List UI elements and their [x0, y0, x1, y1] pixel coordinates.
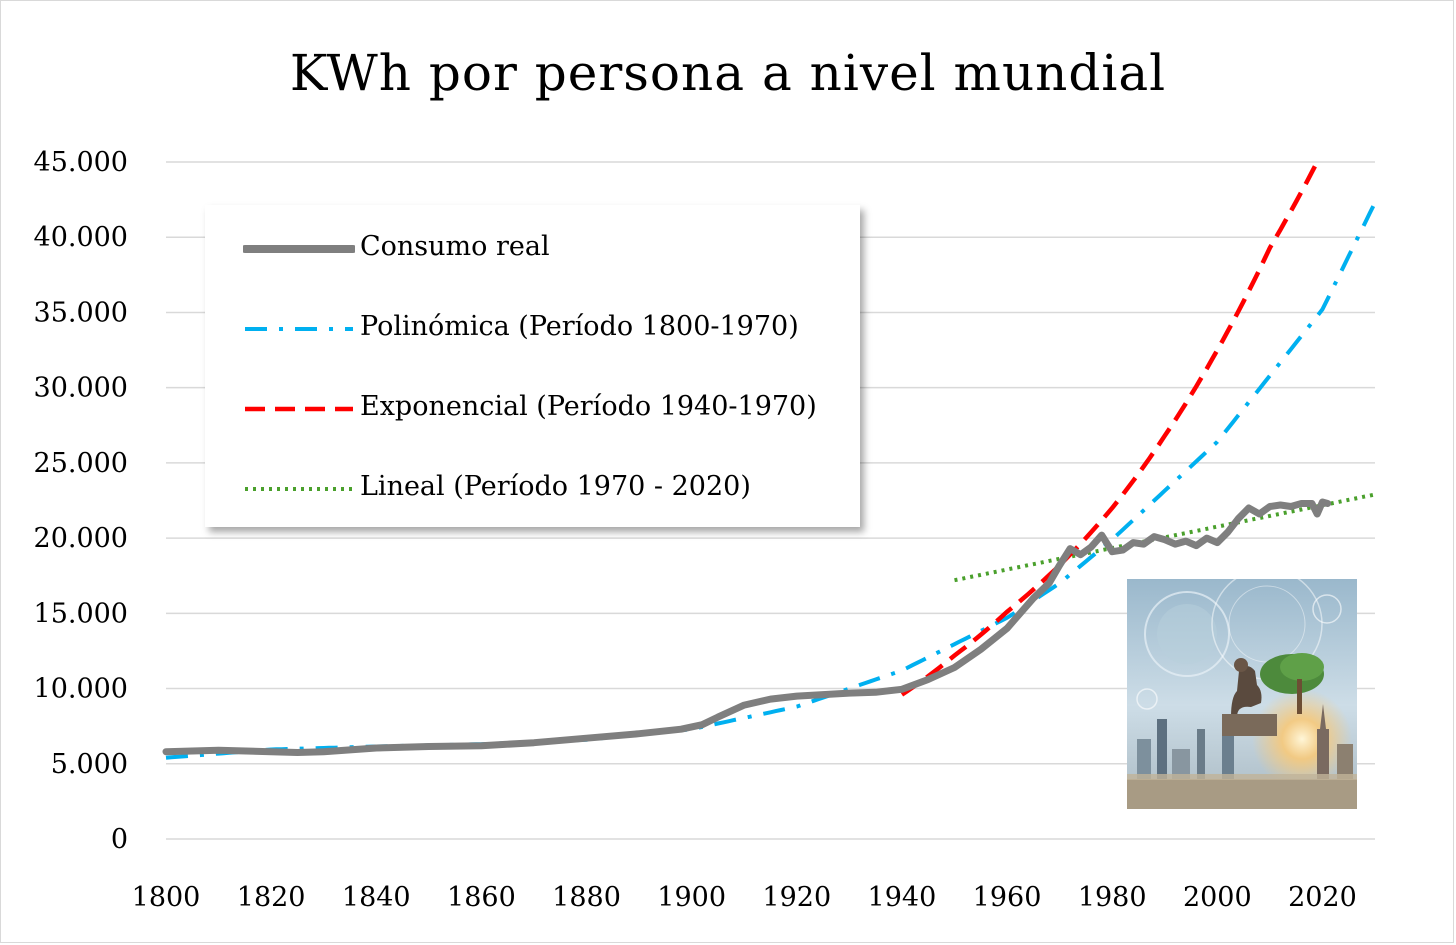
y-tick-label: 45.000 [34, 147, 128, 178]
x-tick-label: 1980 [1078, 882, 1147, 913]
y-tick-label: 0 [111, 824, 128, 855]
series-line-consumo-real [162, 498, 1332, 756]
legend-item-exponencial: Exponencial (Período 1940-1970) [205, 389, 860, 429]
x-tick-label: 1860 [447, 882, 516, 913]
legend: Consumo real Polinómica (Período 1800-19… [205, 205, 860, 527]
x-tick-label: 1920 [762, 882, 831, 913]
legend-item-polinomica: Polinómica (Período 1800-1970) [205, 309, 860, 349]
legend-label: Lineal (Período 1970 - 2020) [360, 471, 751, 502]
legend-label: Exponencial (Período 1940-1970) [360, 391, 817, 422]
legend-swatch-dash-dot [245, 327, 353, 331]
y-tick-label: 5.000 [51, 749, 128, 780]
y-tick-label: 25.000 [34, 448, 128, 479]
y-tick-label: 15.000 [34, 598, 128, 629]
x-tick-label: 2020 [1288, 882, 1357, 913]
x-axis-ticks: 1800 1820 1840 1860 1880 1900 1920 1940 1960 1980… [132, 882, 1357, 913]
y-tick-label: 20.000 [34, 523, 128, 554]
legend-item-lineal: Lineal (Período 1970 - 2020) [205, 469, 860, 509]
legend-label: Consumo real [360, 231, 550, 262]
y-tick-label: 30.000 [34, 373, 128, 404]
y-tick-label: 40.000 [34, 222, 128, 253]
y-tick-label: 10.000 [34, 674, 128, 705]
x-tick-label: 1940 [868, 882, 937, 913]
x-tick-label: 1840 [342, 882, 411, 913]
y-tick-label: 35.000 [34, 297, 128, 328]
y-axis-ticks: 0 5.000 10.000 15.000 20.000 25.000 30.000 35.0… [34, 147, 128, 855]
x-tick-label: 2000 [1183, 882, 1252, 913]
chart-title: KWh por persona a nivel mundial [289, 44, 1167, 102]
x-tick-label: 1900 [657, 882, 726, 913]
thinker-city-illustration [1127, 579, 1357, 809]
legend-swatch-dashed [245, 406, 353, 412]
legend-item-consumo-real: Consumo real [205, 229, 860, 269]
x-tick-label: 1880 [552, 882, 621, 913]
x-tick-label: 1960 [973, 882, 1042, 913]
x-tick-label: 1820 [237, 882, 306, 913]
legend-swatch-dotted [245, 487, 353, 491]
series-lines [162, 160, 1377, 760]
series-line-dashed [900, 160, 1320, 697]
legend-label: Polinómica (Período 1800-1970) [360, 311, 799, 342]
legend-swatch-solid [243, 245, 355, 253]
x-tick-label: 1800 [132, 882, 201, 913]
